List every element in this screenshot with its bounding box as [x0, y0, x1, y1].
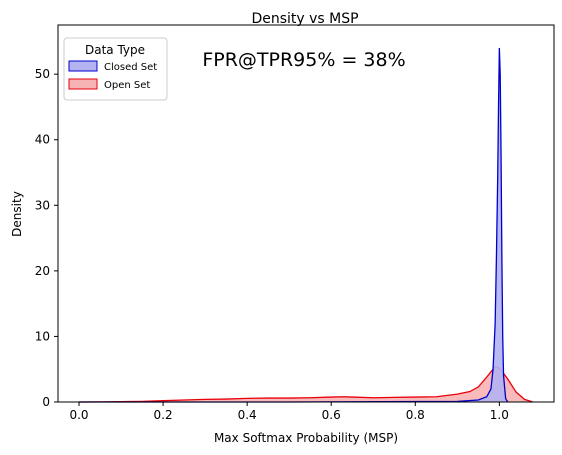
x-tick-label: 0.2: [154, 408, 173, 422]
x-tick-label: 1.0: [490, 408, 509, 422]
y-tick-label: 30: [35, 198, 50, 212]
chart-title: Density vs MSP: [251, 11, 358, 27]
x-axis-label: Max Softmax Probability (MSP): [214, 431, 398, 445]
y-tick-label: 10: [35, 329, 50, 343]
axes-frame: [57, 24, 555, 403]
y-tick-label: 0: [42, 395, 50, 409]
legend-swatch-closed-set: [68, 60, 98, 72]
series-layer: [79, 47, 534, 403]
legend-title: Data Type: [85, 43, 145, 57]
x-tick-label: 0.0: [69, 408, 88, 422]
legend: Data Type Closed Set Open Set: [63, 37, 168, 101]
fpr-annotation: FPR@TPR95% = 38%: [202, 49, 405, 71]
x-axis-ticks: 0.0 0.2 0.4 0.6 0.8 1.0: [69, 402, 509, 422]
plot-area: [57, 24, 555, 403]
y-tick-label: 20: [35, 264, 50, 278]
x-tick-label: 0.8: [406, 408, 425, 422]
x-tick-label: 0.6: [322, 408, 341, 422]
y-tick-label: 50: [35, 67, 50, 81]
y-axis-label: Density: [10, 191, 24, 237]
y-axis-ticks: 0 10 20 30 40 50: [35, 67, 58, 409]
legend-entries: Closed Set Open Set: [68, 60, 157, 91]
legend-label-open-set: Open Set: [104, 80, 150, 91]
legend-swatch-open-set: [68, 78, 98, 90]
y-tick-label: 40: [35, 133, 50, 147]
series-line-closed-set: [79, 47, 509, 403]
x-tick-label: 0.4: [238, 408, 257, 422]
legend-label-closed-set: Closed Set: [104, 62, 157, 73]
